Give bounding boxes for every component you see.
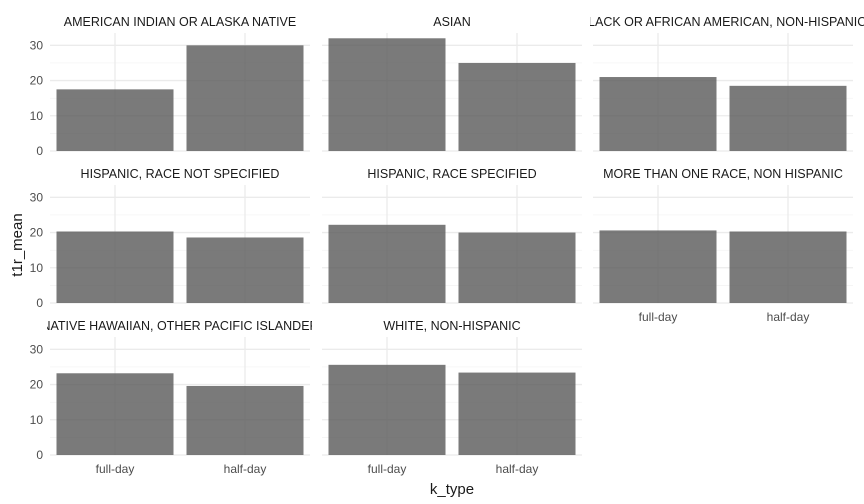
facet-panel: WHITE, NON-HISPANIC full-day half-day	[322, 319, 582, 476]
bar	[186, 237, 304, 303]
bar	[328, 364, 446, 455]
y-tick-label: 10	[30, 109, 44, 123]
x-axis-title: k_type	[430, 481, 474, 498]
bar	[56, 89, 174, 151]
facet-strip-title: BLACK OR AFRICAN AMERICAN, NON-HISPANIC	[580, 15, 864, 29]
facet-panel: BLACK OR AFRICAN AMERICAN, NON-HISPANIC	[580, 15, 864, 152]
x-tick-label: half-day	[224, 462, 267, 476]
facet-strip-title: ASIAN	[433, 15, 471, 29]
x-tick-label: half-day	[767, 310, 810, 324]
y-tick-label: 10	[30, 413, 44, 427]
facet-strip-title: MORE THAN ONE RACE, NON HISPANIC	[603, 167, 843, 181]
y-tick-label: 10	[30, 261, 44, 275]
facet-strip-title: WHITE, NON-HISPANIC	[383, 319, 520, 333]
x-tick-label: full-day	[368, 462, 407, 476]
x-tick-label: full-day	[639, 310, 678, 324]
facet-panel: ASIAN	[322, 15, 582, 152]
bar	[729, 85, 847, 151]
bar	[599, 77, 717, 151]
facet-strip-title: HISPANIC, RACE NOT SPECIFIED	[81, 167, 280, 181]
facet-strip-title: NATIVE HAWAIIAN, OTHER PACIFIC ISLANDER	[41, 319, 318, 333]
y-tick-label: 20	[30, 74, 44, 88]
bar	[56, 231, 174, 303]
facet-panel: AMERICAN INDIAN OR ALASKA NATIVE 0 10 20 30	[30, 15, 310, 158]
bar	[729, 231, 847, 303]
bar	[186, 45, 304, 152]
y-tick-label: 20	[30, 378, 44, 392]
bar	[186, 385, 304, 455]
x-tick-label: half-day	[496, 462, 539, 476]
y-tick-label: 0	[36, 144, 43, 158]
facet-panel: NATIVE HAWAIIAN, OTHER PACIFIC ISLANDER 0…	[30, 319, 318, 476]
y-tick-label: 20	[30, 226, 44, 240]
y-tick-label: 0	[36, 296, 43, 310]
bar	[458, 372, 576, 455]
y-axis-title: t1r_mean	[9, 213, 26, 276]
bar	[458, 62, 576, 151]
bar	[56, 373, 174, 455]
bar	[328, 224, 446, 303]
bar	[599, 230, 717, 303]
y-tick-label: 0	[36, 448, 43, 462]
y-tick-label: 30	[30, 342, 44, 356]
bar	[328, 38, 446, 151]
bar	[458, 232, 576, 303]
facet-panel: MORE THAN ONE RACE, NON HISPANIC full-day…	[593, 167, 853, 324]
facet-panel: HISPANIC, RACE NOT SPECIFIED 0 10 20 30	[30, 167, 310, 310]
facet-panel: HISPANIC, RACE SPECIFIED	[322, 167, 582, 304]
facet-strip-title: AMERICAN INDIAN OR ALASKA NATIVE	[64, 15, 296, 29]
facet-strip-title: HISPANIC, RACE SPECIFIED	[367, 167, 536, 181]
y-tick-label: 30	[30, 190, 44, 204]
y-tick-label: 30	[30, 38, 44, 52]
x-tick-label: full-day	[96, 462, 135, 476]
